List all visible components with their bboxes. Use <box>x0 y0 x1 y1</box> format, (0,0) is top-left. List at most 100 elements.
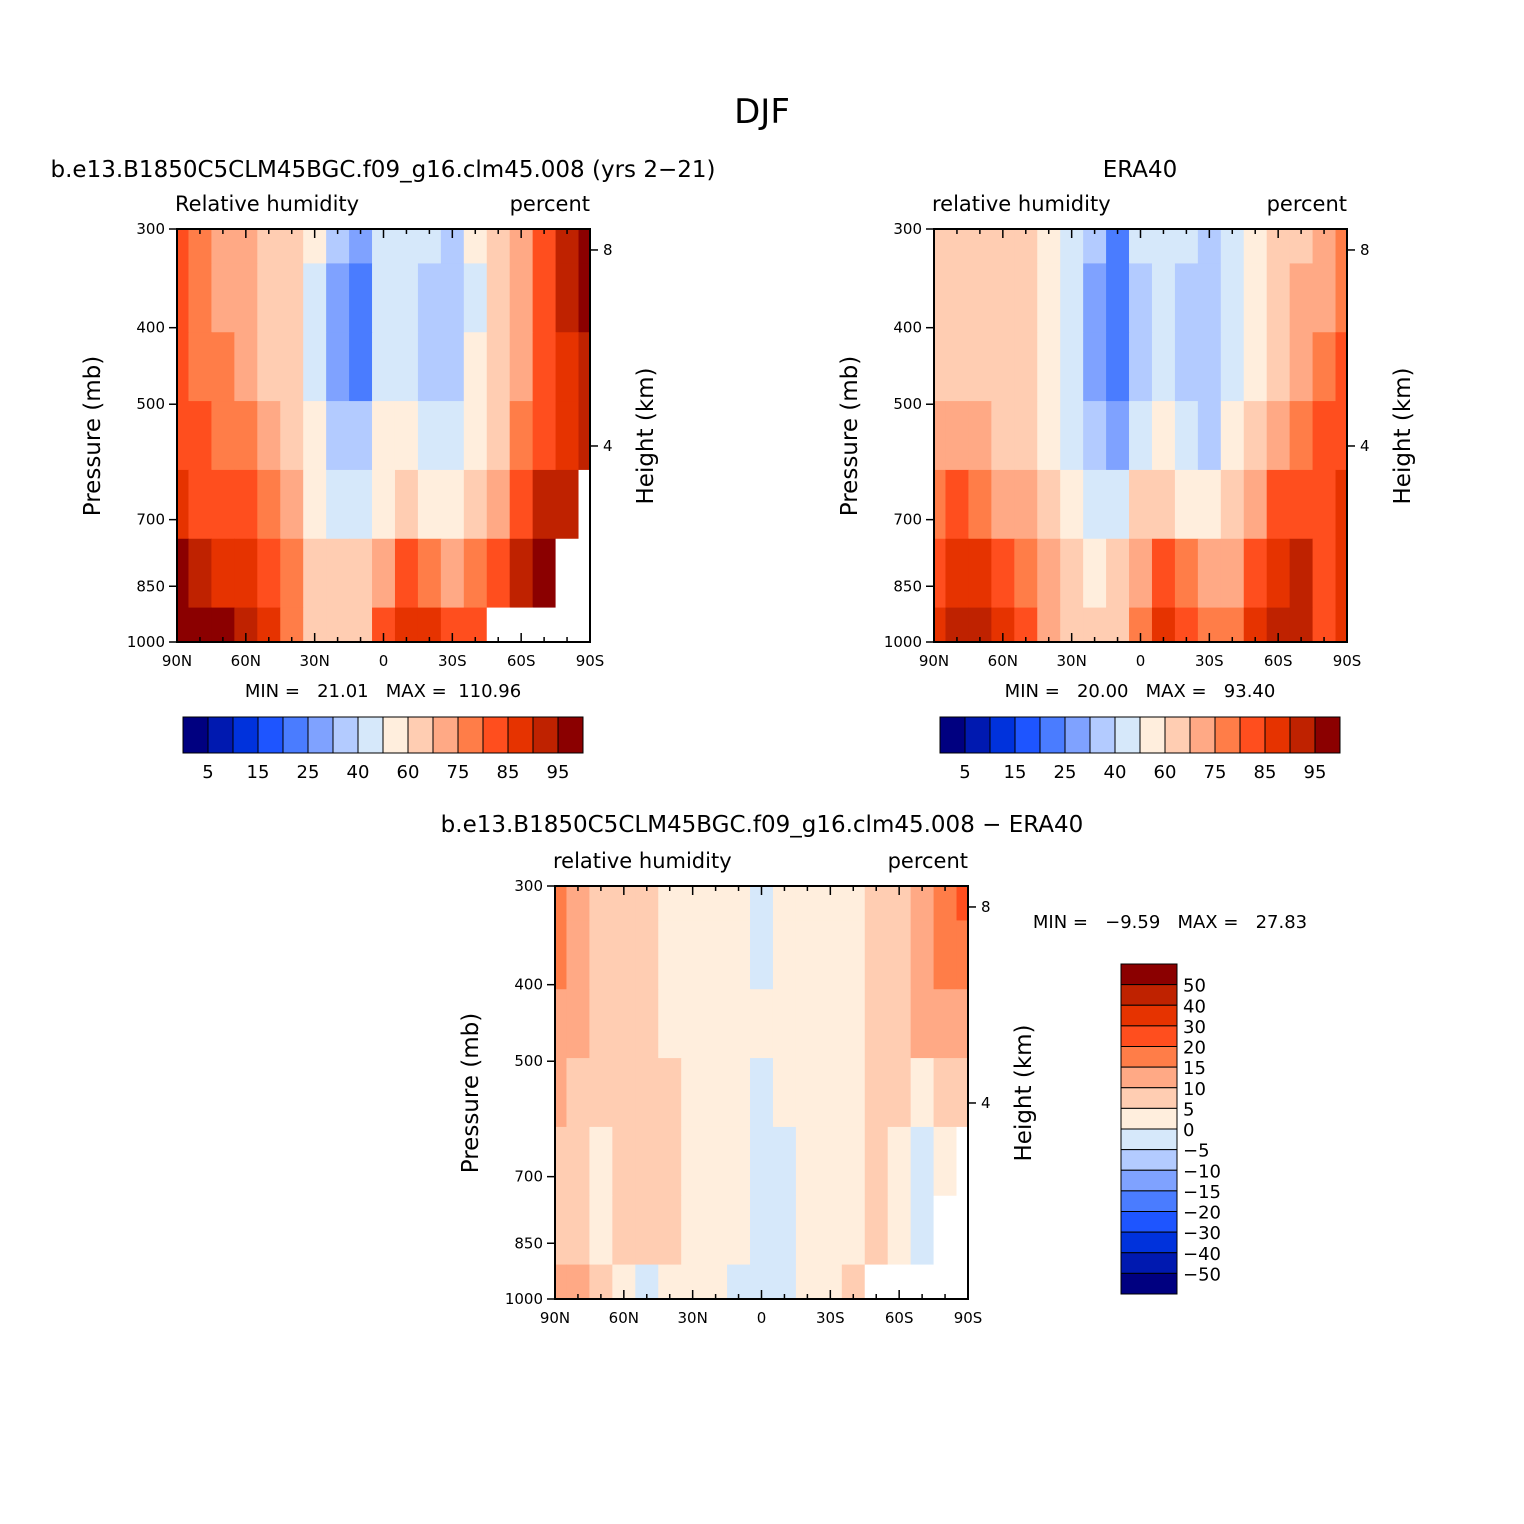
y2-tick-label: 8 <box>981 898 991 916</box>
contour-cell <box>1243 538 1268 609</box>
contour-cell <box>1060 401 1084 471</box>
contour-cell <box>589 1264 613 1300</box>
colorbar-swatch <box>939 716 966 754</box>
contour-cell <box>818 886 843 921</box>
contour-cell <box>772 1264 797 1300</box>
contour-cell <box>566 1195 590 1266</box>
contour-cell <box>463 469 488 540</box>
y-tick-label: 400 <box>136 319 165 337</box>
x-tick-label: 90N <box>162 652 192 670</box>
contour-cell <box>681 989 705 1059</box>
panel-obs-y2label: Height (km) <box>1390 367 1416 504</box>
panel-diff-minmax: MIN = −9.59 MAX = 27.83 <box>1033 912 1307 933</box>
contour-cell <box>303 332 327 402</box>
contour-cell <box>486 263 511 333</box>
contour-cell <box>1083 229 1107 264</box>
contour-cell <box>1014 538 1038 609</box>
contour-cell <box>1129 229 1153 264</box>
contour-cell <box>177 263 189 333</box>
colorbar-swatch <box>1120 1211 1178 1233</box>
y-tick-label: 700 <box>136 511 165 529</box>
contour-cell <box>349 401 373 471</box>
contour-cell <box>934 332 946 402</box>
contour-cell <box>910 920 935 990</box>
contour-cell <box>818 989 843 1059</box>
colorbar-label: −30 <box>1183 1223 1221 1244</box>
contour-cell <box>566 920 590 990</box>
contour-cell <box>211 469 235 540</box>
colorbar-label: 40 <box>1183 996 1206 1017</box>
contour-cell <box>658 886 682 921</box>
contour-cell <box>1197 401 1222 471</box>
contour-cell <box>750 886 774 921</box>
contour-cell <box>704 1264 728 1300</box>
colorbar-swatch <box>1189 716 1216 754</box>
contour-cell <box>1037 401 1061 471</box>
contour-cell <box>1266 332 1291 402</box>
colorbar-label: 85 <box>497 762 520 783</box>
contour-cell <box>234 263 258 333</box>
contour-cell <box>956 1058 969 1128</box>
contour-cell <box>841 1058 866 1128</box>
contour-cell <box>1312 263 1337 333</box>
contour-cell <box>635 989 659 1059</box>
contour-cell <box>704 1195 728 1266</box>
contour-cell <box>1174 607 1199 643</box>
contour-cell <box>910 989 935 1059</box>
contour-cell <box>934 263 946 333</box>
contour-cell <box>1106 229 1130 264</box>
contour-cell <box>555 401 580 471</box>
contour-cell <box>1129 607 1153 643</box>
contour-cell <box>1335 229 1348 264</box>
panel-obs: ERA40 relative humidity percent 90N 60N 30… <box>837 157 1416 783</box>
contour-cell <box>1243 332 1268 402</box>
contour-cell <box>280 332 304 402</box>
panel-model-ylabel: Pressure (mb) <box>80 356 106 516</box>
contour-cell <box>968 263 992 333</box>
contour-cell <box>349 332 373 402</box>
contour-cell <box>658 989 682 1059</box>
contour-cell <box>394 332 419 402</box>
contour-cell <box>440 401 465 471</box>
contour-cell <box>555 920 567 990</box>
colorbar-label: 20 <box>1183 1038 1206 1059</box>
contour-cell <box>1335 263 1348 333</box>
contour-cell <box>1083 469 1107 540</box>
contour-cell <box>968 607 992 643</box>
contour-cell <box>945 401 969 471</box>
contour-cell <box>417 229 442 264</box>
contour-cell <box>1129 263 1153 333</box>
contour-cell <box>864 920 889 990</box>
contour-cell <box>968 401 992 471</box>
contour-cell <box>1083 401 1107 471</box>
contour-cell <box>934 401 946 471</box>
colorbar-label: 5 <box>959 762 970 783</box>
contour-cell <box>910 886 935 921</box>
contour-cell <box>910 1195 935 1266</box>
contour-cell <box>772 1195 797 1266</box>
colorbar-label: 40 <box>1104 762 1127 783</box>
contour-cell <box>1220 469 1245 540</box>
x-tick-label: 90N <box>540 1309 570 1327</box>
contour-cell <box>463 332 488 402</box>
contour-cell <box>727 1126 751 1197</box>
contour-cell <box>372 401 396 471</box>
contour-cell <box>1106 607 1130 643</box>
x-tick-label: 0 <box>379 652 389 670</box>
contour-cell <box>1289 607 1314 643</box>
y-tick-label: 500 <box>136 395 165 413</box>
contour-cell <box>887 1195 912 1266</box>
contour-cell <box>566 989 590 1059</box>
contour-cell <box>772 886 797 921</box>
colorbar-swatch <box>1120 1025 1178 1047</box>
contour-cell <box>1197 332 1222 402</box>
y-tick-label: 700 <box>514 1168 543 1186</box>
colorbar-label: 75 <box>447 762 470 783</box>
contour-cell <box>257 469 281 540</box>
contour-cell <box>486 401 511 471</box>
contour-cell <box>177 229 189 264</box>
colorbar-label: 15 <box>1004 762 1027 783</box>
contour-cell <box>1060 332 1084 402</box>
contour-cell <box>532 538 557 609</box>
contour-cell <box>945 263 969 333</box>
